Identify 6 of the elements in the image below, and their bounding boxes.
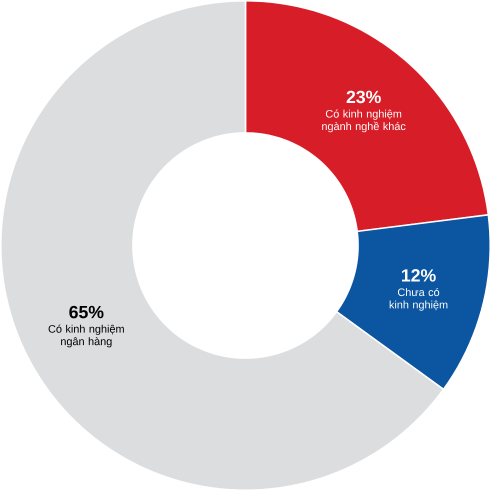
data-label: 65% [69, 306, 104, 318]
data-label: 23% [346, 90, 381, 104]
data-label: 12% [402, 269, 436, 282]
slice-label: Có kinh nghiệm ngành nghề khác [322, 110, 406, 132]
slice-label: Có kinh nghiệm ngân hàng [48, 324, 124, 348]
slice-label: Chưa có kinh nghiệm [390, 288, 448, 311]
